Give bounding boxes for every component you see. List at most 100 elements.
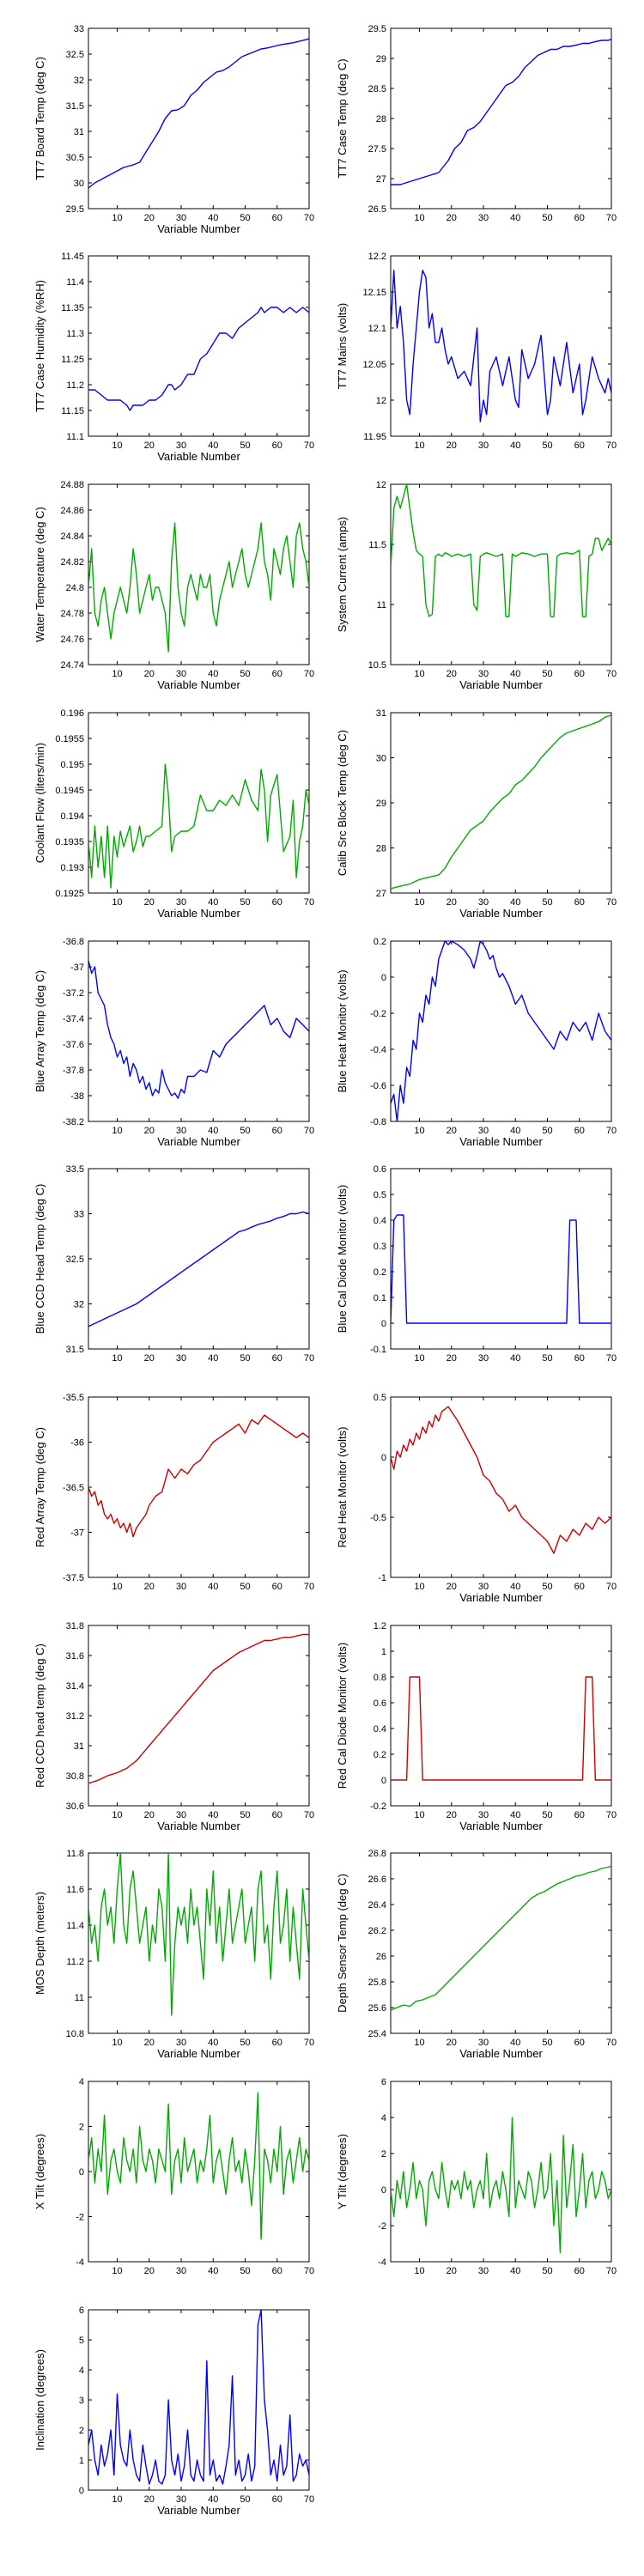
x-tick-label: 40 bbox=[510, 1353, 520, 1364]
y-tick-label: -35.5 bbox=[63, 1393, 84, 1403]
x-tick-label: 30 bbox=[478, 1582, 489, 1592]
x-tick-label: 50 bbox=[240, 897, 250, 908]
y-tick-label: 27.5 bbox=[368, 144, 386, 155]
y-tick-label: 12 bbox=[376, 480, 386, 490]
y-tick-label: 31.5 bbox=[66, 1345, 84, 1355]
y-tick-label: 0.5 bbox=[374, 1190, 386, 1200]
x-tick-label: 20 bbox=[447, 897, 457, 908]
y-tick-label: 33 bbox=[74, 1210, 84, 1220]
y-tick-label: -37.8 bbox=[63, 1066, 84, 1076]
x-tick-label: 70 bbox=[304, 897, 314, 908]
chart-panel-14: -1 -0.5 0 0.5 10 20 30 40 50 60 70 Variable Number R… bbox=[336, 1393, 617, 1604]
y-tick-label: 31 bbox=[74, 127, 84, 137]
chart-panel-17: 10.8 11 11.2 11.4 11.6 11.8 10 20 30 40 50 60 70 Vari… bbox=[33, 1849, 314, 2060]
plot-frame bbox=[390, 255, 612, 437]
series-line bbox=[88, 2092, 309, 2240]
y-tick-label: 0.196 bbox=[60, 708, 84, 719]
x-tick-label: 10 bbox=[112, 2494, 122, 2505]
y-axis-label: Coolant Flow (liters/min) bbox=[33, 743, 46, 863]
x-tick-label: 50 bbox=[240, 1353, 250, 1364]
plot-frame bbox=[88, 1625, 310, 1807]
chart-panel-13: -37.5 -37 -36.5 -36 -35.5 10 20 30 40 50 60 70 Red A… bbox=[33, 1393, 314, 1592]
series-line bbox=[88, 307, 309, 411]
x-tick-label: 10 bbox=[414, 2038, 424, 2048]
y-tick-label: 3 bbox=[79, 2396, 84, 2406]
y-tick-label: -37.2 bbox=[63, 988, 84, 999]
x-tick-label: 30 bbox=[478, 1810, 489, 1820]
x-tick-label: 60 bbox=[272, 897, 283, 908]
y-axis-label: TT7 Case Humidity (%RH) bbox=[33, 280, 46, 412]
x-tick-label: 30 bbox=[176, 2266, 186, 2276]
chart-panel-18: 25.4 25.6 25.8 26 26.2 26.4 26.6 26.8 10 20 30 40 50… bbox=[336, 1849, 617, 2060]
y-tick-label: -37 bbox=[70, 963, 84, 973]
plot-frame bbox=[88, 483, 310, 665]
y-tick-label: 4 bbox=[79, 2077, 84, 2087]
chart-panel-8: 27 28 29 30 31 10 20 30 40 50 60 70 Variable Number C… bbox=[336, 708, 617, 920]
y-tick-label: 1.2 bbox=[374, 1621, 386, 1631]
x-tick-label: 30 bbox=[478, 440, 489, 451]
x-tick-label: 60 bbox=[272, 1582, 283, 1592]
series-line bbox=[88, 522, 309, 653]
x-tick-label: 10 bbox=[414, 669, 424, 679]
chart-panel-16: -0.2 0 0.2 0.4 0.6 0.8 1 1.2 10 20 30 40 50 60 70 Varia… bbox=[336, 1621, 617, 1832]
chart-panel-9: -38.2 -38 -37.8 -37.6 -37.4 -37.2 -37 -36.8 10 20… bbox=[33, 937, 314, 1148]
x-tick-label: 70 bbox=[606, 1353, 617, 1364]
x-tick-label: 10 bbox=[112, 1353, 122, 1364]
x-tick-label: 60 bbox=[574, 1353, 585, 1364]
y-tick-label: 2 bbox=[79, 2426, 84, 2436]
y-axis-label: Blue CCD Head Temp (deg C) bbox=[33, 1184, 46, 1334]
y-tick-label: 11.45 bbox=[61, 252, 84, 262]
x-tick-label: 10 bbox=[112, 669, 122, 679]
y-tick-label: 29 bbox=[376, 54, 386, 64]
y-tick-label: 11.4 bbox=[66, 277, 84, 288]
y-axis-label: Water Temperature (deg C) bbox=[33, 507, 46, 642]
x-tick-label: 30 bbox=[478, 213, 489, 223]
y-tick-label: -1 bbox=[378, 1573, 386, 1583]
y-tick-label: 12.05 bbox=[362, 360, 386, 370]
y-tick-label: 1 bbox=[381, 1647, 386, 1657]
x-tick-label: 10 bbox=[414, 1353, 424, 1364]
y-axis-label: Y Tilt (degrees) bbox=[336, 2134, 349, 2209]
y-tick-label: 26.5 bbox=[368, 204, 386, 215]
y-tick-label: 26.4 bbox=[368, 1900, 386, 1911]
x-tick-label: 40 bbox=[208, 669, 218, 679]
y-tick-label: -0.1 bbox=[370, 1345, 386, 1355]
y-tick-label: -37.6 bbox=[63, 1040, 84, 1050]
x-tick-label: 20 bbox=[447, 669, 457, 679]
y-tick-label: 31.4 bbox=[66, 1681, 84, 1692]
x-tick-label: 40 bbox=[208, 440, 218, 451]
y-tick-label: 31 bbox=[376, 708, 386, 719]
y-tick-label: 6 bbox=[381, 2077, 386, 2087]
x-tick-label: 10 bbox=[112, 2038, 122, 2048]
x-tick-label: 40 bbox=[208, 2494, 218, 2505]
y-tick-label: 11.2 bbox=[66, 1957, 84, 1967]
x-tick-label: 50 bbox=[542, 1810, 552, 1820]
y-tick-label: 27 bbox=[376, 889, 386, 899]
x-tick-label: 20 bbox=[144, 440, 155, 451]
chart-panel-21: 0 1 2 3 4 5 6 10 20 30 40 50 60 70 Variable Number Incl… bbox=[33, 2306, 314, 2517]
x-tick-label: 10 bbox=[414, 1582, 424, 1592]
x-tick-label: 30 bbox=[176, 213, 186, 223]
plot-frame bbox=[88, 1396, 310, 1578]
plot-frame bbox=[390, 483, 612, 665]
x-tick-label: 60 bbox=[574, 2266, 585, 2276]
y-tick-label: 27 bbox=[376, 174, 386, 185]
x-tick-label: 60 bbox=[574, 440, 585, 451]
y-tick-label: 10.8 bbox=[66, 2029, 84, 2039]
x-tick-label: 50 bbox=[240, 2038, 250, 2048]
x-tick-label: 10 bbox=[112, 2266, 122, 2276]
x-tick-label: 50 bbox=[542, 1582, 552, 1592]
y-tick-label: -37.4 bbox=[63, 1014, 84, 1024]
y-tick-label: 0.1925 bbox=[55, 889, 84, 899]
y-axis-label: Red Heat Monitor (volts) bbox=[336, 1427, 349, 1548]
plot-frame bbox=[88, 27, 310, 210]
chart-panel-4: 11.95 12 12.05 12.1 12.15 12.2 10 20 30 40 50 60 70 T… bbox=[336, 252, 617, 451]
x-tick-label: 40 bbox=[208, 897, 218, 908]
x-tick-label: 60 bbox=[272, 1810, 283, 1820]
x-axis-label: Variable Number bbox=[157, 450, 240, 463]
chart-panel-7: 0.1925 0.193 0.1935 0.194 0.1945 0.195 0.1955 0… bbox=[33, 708, 314, 920]
y-tick-label: 0.6 bbox=[374, 1698, 386, 1709]
y-tick-label: 0 bbox=[79, 2167, 84, 2178]
x-tick-label: 20 bbox=[144, 2266, 155, 2276]
x-tick-label: 70 bbox=[606, 440, 617, 451]
